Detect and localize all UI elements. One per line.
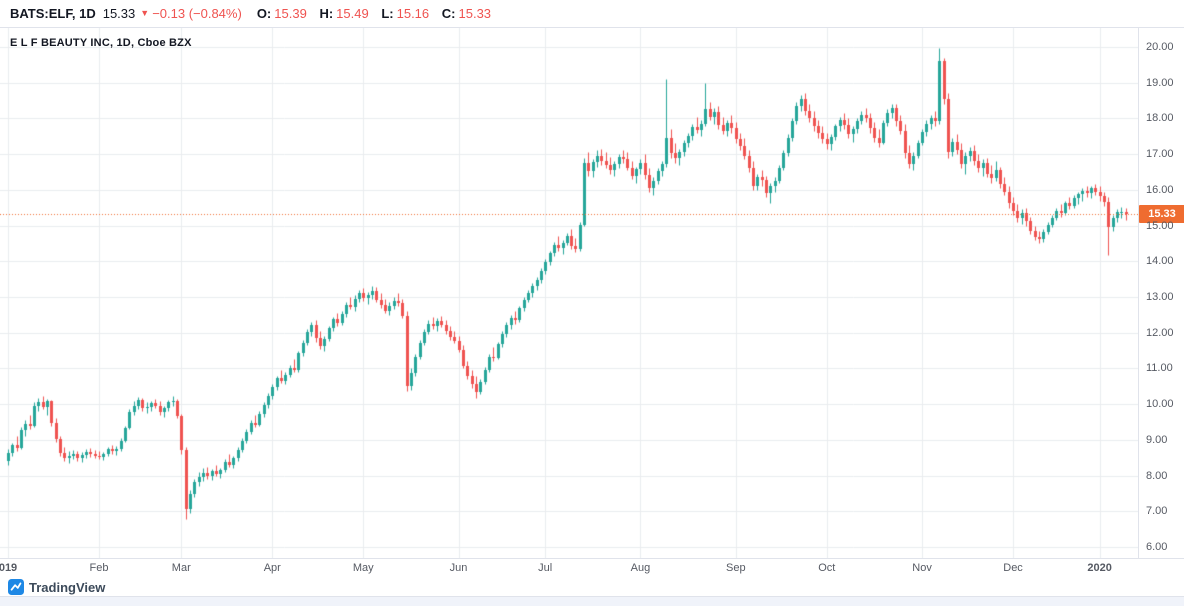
y-axis-label: 11.00: [1146, 362, 1173, 375]
ohlc-readout: O: 15.39 H: 15.49 L: 15.16 C: 15.33: [248, 6, 491, 21]
y-axis-label: 8.00: [1146, 469, 1168, 482]
x-axis-label: Mar: [171, 562, 191, 574]
down-arrow-icon: ▼: [140, 7, 150, 18]
x-axis-label: Jul: [538, 562, 553, 574]
tradingview-logo-icon: [8, 579, 24, 595]
x-axis-label: Nov: [912, 562, 932, 574]
last-price: 15.33: [102, 6, 136, 21]
x-axis-label: Oct: [818, 562, 836, 574]
symbol-title[interactable]: BATS:ELF, 1D: [10, 6, 96, 21]
x-axis-label: May: [352, 562, 374, 574]
close-value: 15.33: [458, 6, 492, 21]
candlestick-canvas[interactable]: [0, 28, 1138, 558]
price-axis[interactable]: 15.33 6.00 7.00 8.00 9.00 10.00 11.00 12.00 13.…: [1138, 28, 1184, 558]
x-axis-label: 019: [0, 562, 18, 574]
y-axis-label: 17.00: [1146, 148, 1174, 161]
last-price-label: 15.33: [1139, 204, 1184, 223]
y-axis-label: 7.00: [1146, 505, 1168, 518]
x-axis-label: Jun: [449, 562, 468, 574]
high-value: 15.49: [336, 6, 369, 21]
y-axis-label: 13.00: [1146, 290, 1174, 303]
price-change: −0.13 (−0.84%): [152, 6, 242, 21]
y-axis-label: 16.00: [1146, 183, 1174, 196]
y-axis-label: 10.00: [1146, 398, 1174, 411]
y-axis-label: 12.00: [1146, 326, 1174, 339]
tradingview-logo[interactable]: TradingView: [8, 579, 105, 595]
low-label: L:: [381, 6, 394, 21]
bottom-toolbar-strip: [0, 596, 1184, 606]
x-axis-label: Aug: [630, 562, 651, 574]
chart-legend: E L F BEAUTY INC, 1D, Cboe BZX: [10, 37, 192, 49]
y-axis-label: 18.00: [1146, 112, 1174, 125]
x-axis-label: Dec: [1003, 562, 1023, 574]
high-label: H:: [319, 6, 334, 21]
y-axis-label: 15.00: [1146, 219, 1174, 232]
logo-row: TradingView: [0, 578, 1184, 596]
chart-header: BATS:ELF, 1D 15.33 ▼ −0.13 (−0.84%) O: 15…: [0, 0, 1184, 28]
chart-area: E L F BEAUTY INC, 1D, Cboe BZX 15.33 6.0…: [0, 28, 1184, 558]
y-axis-label: 20.00: [1146, 40, 1174, 53]
y-axis-label: 6.00: [1146, 540, 1168, 553]
x-axis-label: Apr: [263, 562, 281, 574]
x-axis-label: Sep: [725, 562, 746, 574]
open-label: O:: [256, 6, 272, 21]
y-axis-label: 14.00: [1146, 255, 1174, 268]
close-label: C:: [441, 6, 456, 21]
y-axis-label: 19.00: [1146, 76, 1174, 89]
open-value: 15.39: [274, 6, 307, 21]
y-axis-label: 9.00: [1146, 433, 1168, 446]
time-axis[interactable]: 019 Feb Mar Apr May Jun Jul Aug Sep Oct Nov Dec 2020: [0, 558, 1184, 578]
tradingview-wordmark: TradingView: [29, 579, 106, 595]
low-value: 15.16: [396, 6, 430, 21]
x-axis-label: 2020: [1087, 562, 1112, 574]
x-axis-label: Feb: [89, 562, 109, 574]
